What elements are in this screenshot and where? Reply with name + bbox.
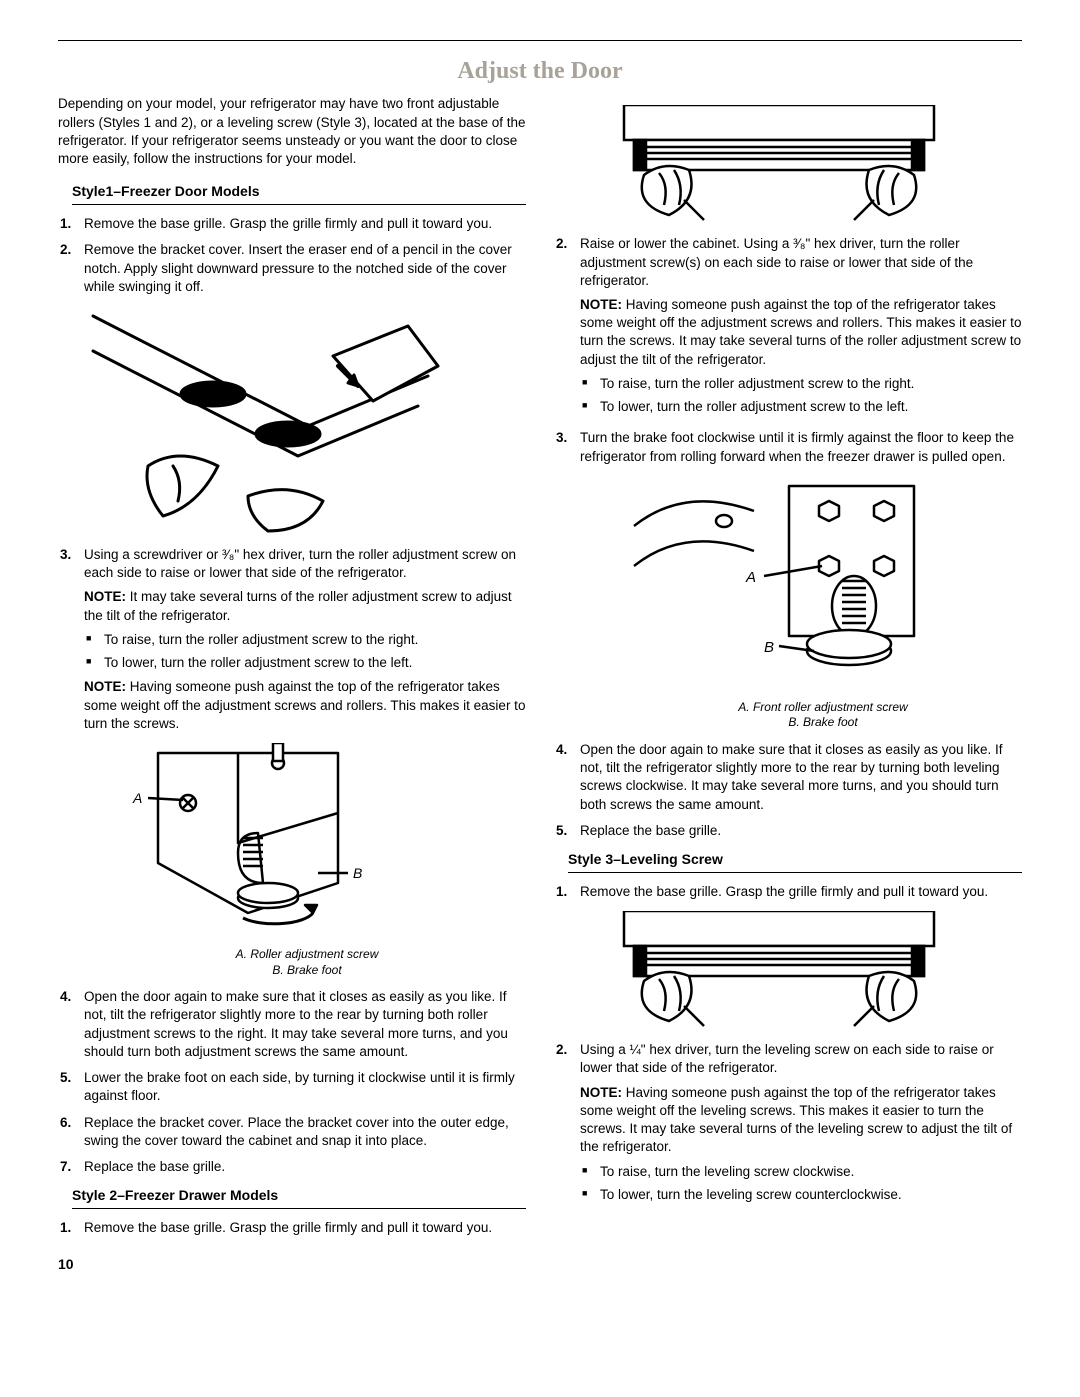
fig2-cap-a: A. Roller adjustment screw [236, 947, 379, 961]
s1-5: Lower the brake foot on each side, by tu… [84, 1069, 526, 1105]
figure-grille-2 [604, 911, 1022, 1031]
s1-3: Using a screwdriver or ³⁄₈" hex driver, … [84, 547, 516, 580]
s1-3-note2: Having someone push against the top of t… [84, 679, 525, 730]
style3-heading: Style 3–Leveling Screw [568, 850, 1022, 873]
s2-5: Replace the base grille. [580, 822, 1022, 840]
svg-text:B: B [764, 639, 774, 656]
figure-bracket-cover [88, 306, 526, 536]
s1-3-note: It may take several turns of the roller … [84, 589, 512, 622]
svg-text:B: B [353, 865, 362, 881]
fig2-cap-b: B. Brake foot [272, 963, 341, 977]
intro-text: Depending on your model, your refrigerat… [58, 95, 526, 168]
s2-3: Turn the brake foot clockwise until it i… [580, 429, 1022, 465]
s3-2b: To lower, turn the leveling screw counte… [580, 1186, 1022, 1204]
s1-4: Open the door again to make sure that it… [84, 988, 526, 1061]
s1-3a: To raise, turn the roller adjustment scr… [84, 631, 526, 649]
figure-front-roller: A B A. Front roller adjustment screw B. … [624, 476, 1022, 731]
s3-2-note: Having someone push against the top of t… [580, 1085, 1012, 1155]
style2-heading: Style 2–Freezer Drawer Models [72, 1186, 526, 1209]
s2-2a: To raise, turn the roller adjustment scr… [580, 375, 1022, 393]
s1-2: Remove the bracket cover. Insert the era… [84, 241, 526, 296]
style1-heading: Style1–Freezer Door Models [72, 182, 526, 205]
s2-1: Remove the base grille. Grasp the grille… [84, 1219, 526, 1237]
s1-1: Remove the base grille. Grasp the grille… [84, 215, 526, 233]
s3-2: Using a ¼" hex driver, turn the leveling… [580, 1042, 994, 1075]
s2-fig-cap-a: A. Front roller adjustment screw [738, 700, 907, 714]
s2-fig-cap-b: B. Brake foot [788, 715, 857, 729]
s1-7: Replace the base grille. [84, 1158, 526, 1176]
s2-2: Raise or lower the cabinet. Using a ³⁄₈"… [580, 236, 973, 287]
s2-2-note: Having someone push against the top of t… [580, 297, 1021, 367]
page-number: 10 [58, 1255, 526, 1274]
s2-2b: To lower, turn the roller adjustment scr… [580, 398, 1022, 416]
svg-text:A: A [745, 569, 756, 586]
s1-6: Replace the bracket cover. Place the bra… [84, 1114, 526, 1150]
s2-4: Open the door again to make sure that it… [580, 741, 1022, 814]
figure-roller-brake: A B A. Roller adjustment screw B. Brake … [88, 743, 526, 978]
s1-3b: To lower, turn the roller adjustment scr… [84, 654, 526, 672]
figure-grille-1 [604, 105, 1022, 225]
s3-1: Remove the base grille. Grasp the grille… [580, 883, 1022, 901]
s3-2a: To raise, turn the leveling screw clockw… [580, 1163, 1022, 1181]
page-title: Adjust the Door [58, 55, 1022, 87]
svg-text:A: A [132, 790, 142, 806]
